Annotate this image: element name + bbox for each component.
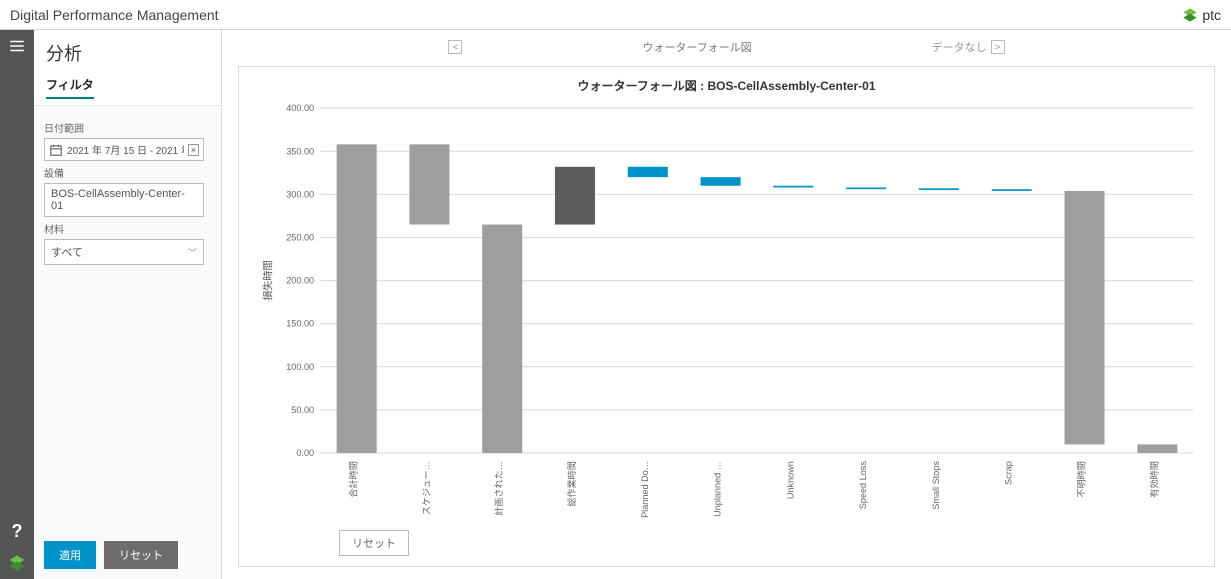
left-rail: ?	[0, 30, 34, 579]
chart-card: ウォーターフォール図 : BOS-CellAssembly-Center-01 …	[238, 66, 1215, 567]
prev-chart-button[interactable]: <	[448, 40, 462, 54]
material-select[interactable]: すべて ﹀	[44, 239, 204, 265]
equipment-value: BOS-CellAssembly-Center-01	[51, 188, 197, 212]
filter-panel: 日付範囲 2021 年 7月 15 日 - 2021 年 7月 × 設備 BOS…	[34, 106, 221, 531]
svg-text:150.00: 150.00	[286, 319, 314, 329]
svg-text:Unknown: Unknown	[785, 461, 795, 499]
app-title: Digital Performance Management	[10, 7, 219, 23]
svg-text:合計時間: 合計時間	[348, 461, 359, 497]
equipment-label: 設備	[44, 165, 211, 180]
chevron-down-icon: ﹀	[188, 246, 197, 259]
svg-text:総作業時間: 総作業時間	[566, 461, 577, 507]
calendar-icon	[49, 143, 63, 157]
svg-text:300.00: 300.00	[286, 189, 314, 199]
svg-text:0.00: 0.00	[296, 448, 314, 458]
svg-text:Small Stops: Small Stops	[931, 461, 941, 510]
clear-date-icon[interactable]: ×	[188, 144, 199, 156]
main-area: ? 分析 フィルタ 日付範囲 2021 年 7月 15 日 - 2021 年 7…	[0, 30, 1231, 579]
equipment-select[interactable]: BOS-CellAssembly-Center-01	[44, 183, 204, 217]
sidebar: 分析 フィルタ 日付範囲 2021 年 7月 15 日 - 2021 年 7月 …	[34, 30, 222, 579]
page-title: 分析	[46, 40, 209, 66]
svg-text:損失時間: 損失時間	[261, 260, 274, 300]
date-range-label: 日付範囲	[44, 120, 211, 135]
svg-text:Planned Do…: Planned Do…	[640, 461, 650, 518]
next-chart-label: データなし	[932, 39, 987, 55]
svg-text:Speed Loss: Speed Loss	[858, 461, 868, 510]
svg-text:Unplanned …: Unplanned …	[713, 461, 723, 517]
next-chart-button[interactable]: >	[991, 40, 1005, 54]
svg-text:350.00: 350.00	[286, 146, 314, 156]
brand: ptc	[1182, 7, 1221, 23]
date-range-input[interactable]: 2021 年 7月 15 日 - 2021 年 7月 ×	[44, 138, 204, 161]
ptc-mini-logo-icon[interactable]	[7, 553, 27, 573]
svg-text:スケジュー…: スケジュー…	[421, 461, 431, 515]
svg-text:250.00: 250.00	[286, 233, 314, 243]
tab-filter[interactable]: フィルタ	[46, 76, 94, 99]
brand-text: ptc	[1202, 7, 1221, 23]
date-range-value: 2021 年 7月 15 日 - 2021 年 7月	[67, 142, 184, 157]
svg-text:有効時間: 有効時間	[1148, 461, 1159, 497]
top-header: Digital Performance Management ptc	[0, 0, 1231, 30]
chart-reset-button[interactable]: リセット	[339, 530, 409, 556]
svg-text:Scrap: Scrap	[1004, 461, 1014, 485]
sidebar-tabs: フィルタ	[46, 76, 209, 99]
svg-text:400.00: 400.00	[286, 103, 314, 113]
content: < ウォーターフォール図 データなし > ウォーターフォール図 : BOS-Ce…	[222, 30, 1231, 579]
svg-text:200.00: 200.00	[286, 276, 314, 286]
waterfall-chart: 0.00 50.00 100.00 150.00 200.00 250.00 300.00 3…	[239, 98, 1214, 524]
svg-text:100.00: 100.00	[286, 362, 314, 372]
svg-text:不明時間: 不明時間	[1077, 461, 1087, 497]
chart-nav-toolbar: < ウォーターフォール図 データなし >	[222, 30, 1231, 60]
material-value: すべて	[51, 244, 83, 260]
ptc-logo-icon	[1182, 7, 1198, 23]
chart-title: ウォーターフォール図 : BOS-CellAssembly-Center-01	[239, 67, 1214, 98]
current-chart-label: ウォーターフォール図	[642, 39, 751, 55]
svg-text:50.00: 50.00	[291, 405, 314, 415]
sidebar-footer: 適用 リセット	[34, 531, 221, 579]
apply-button[interactable]: 適用	[44, 541, 96, 569]
menu-icon[interactable]	[7, 36, 27, 56]
reset-button[interactable]: リセット	[104, 541, 178, 569]
svg-text:計画された…: 計画された…	[493, 461, 504, 516]
help-icon[interactable]: ?	[7, 521, 27, 541]
material-label: 材料	[44, 221, 211, 236]
